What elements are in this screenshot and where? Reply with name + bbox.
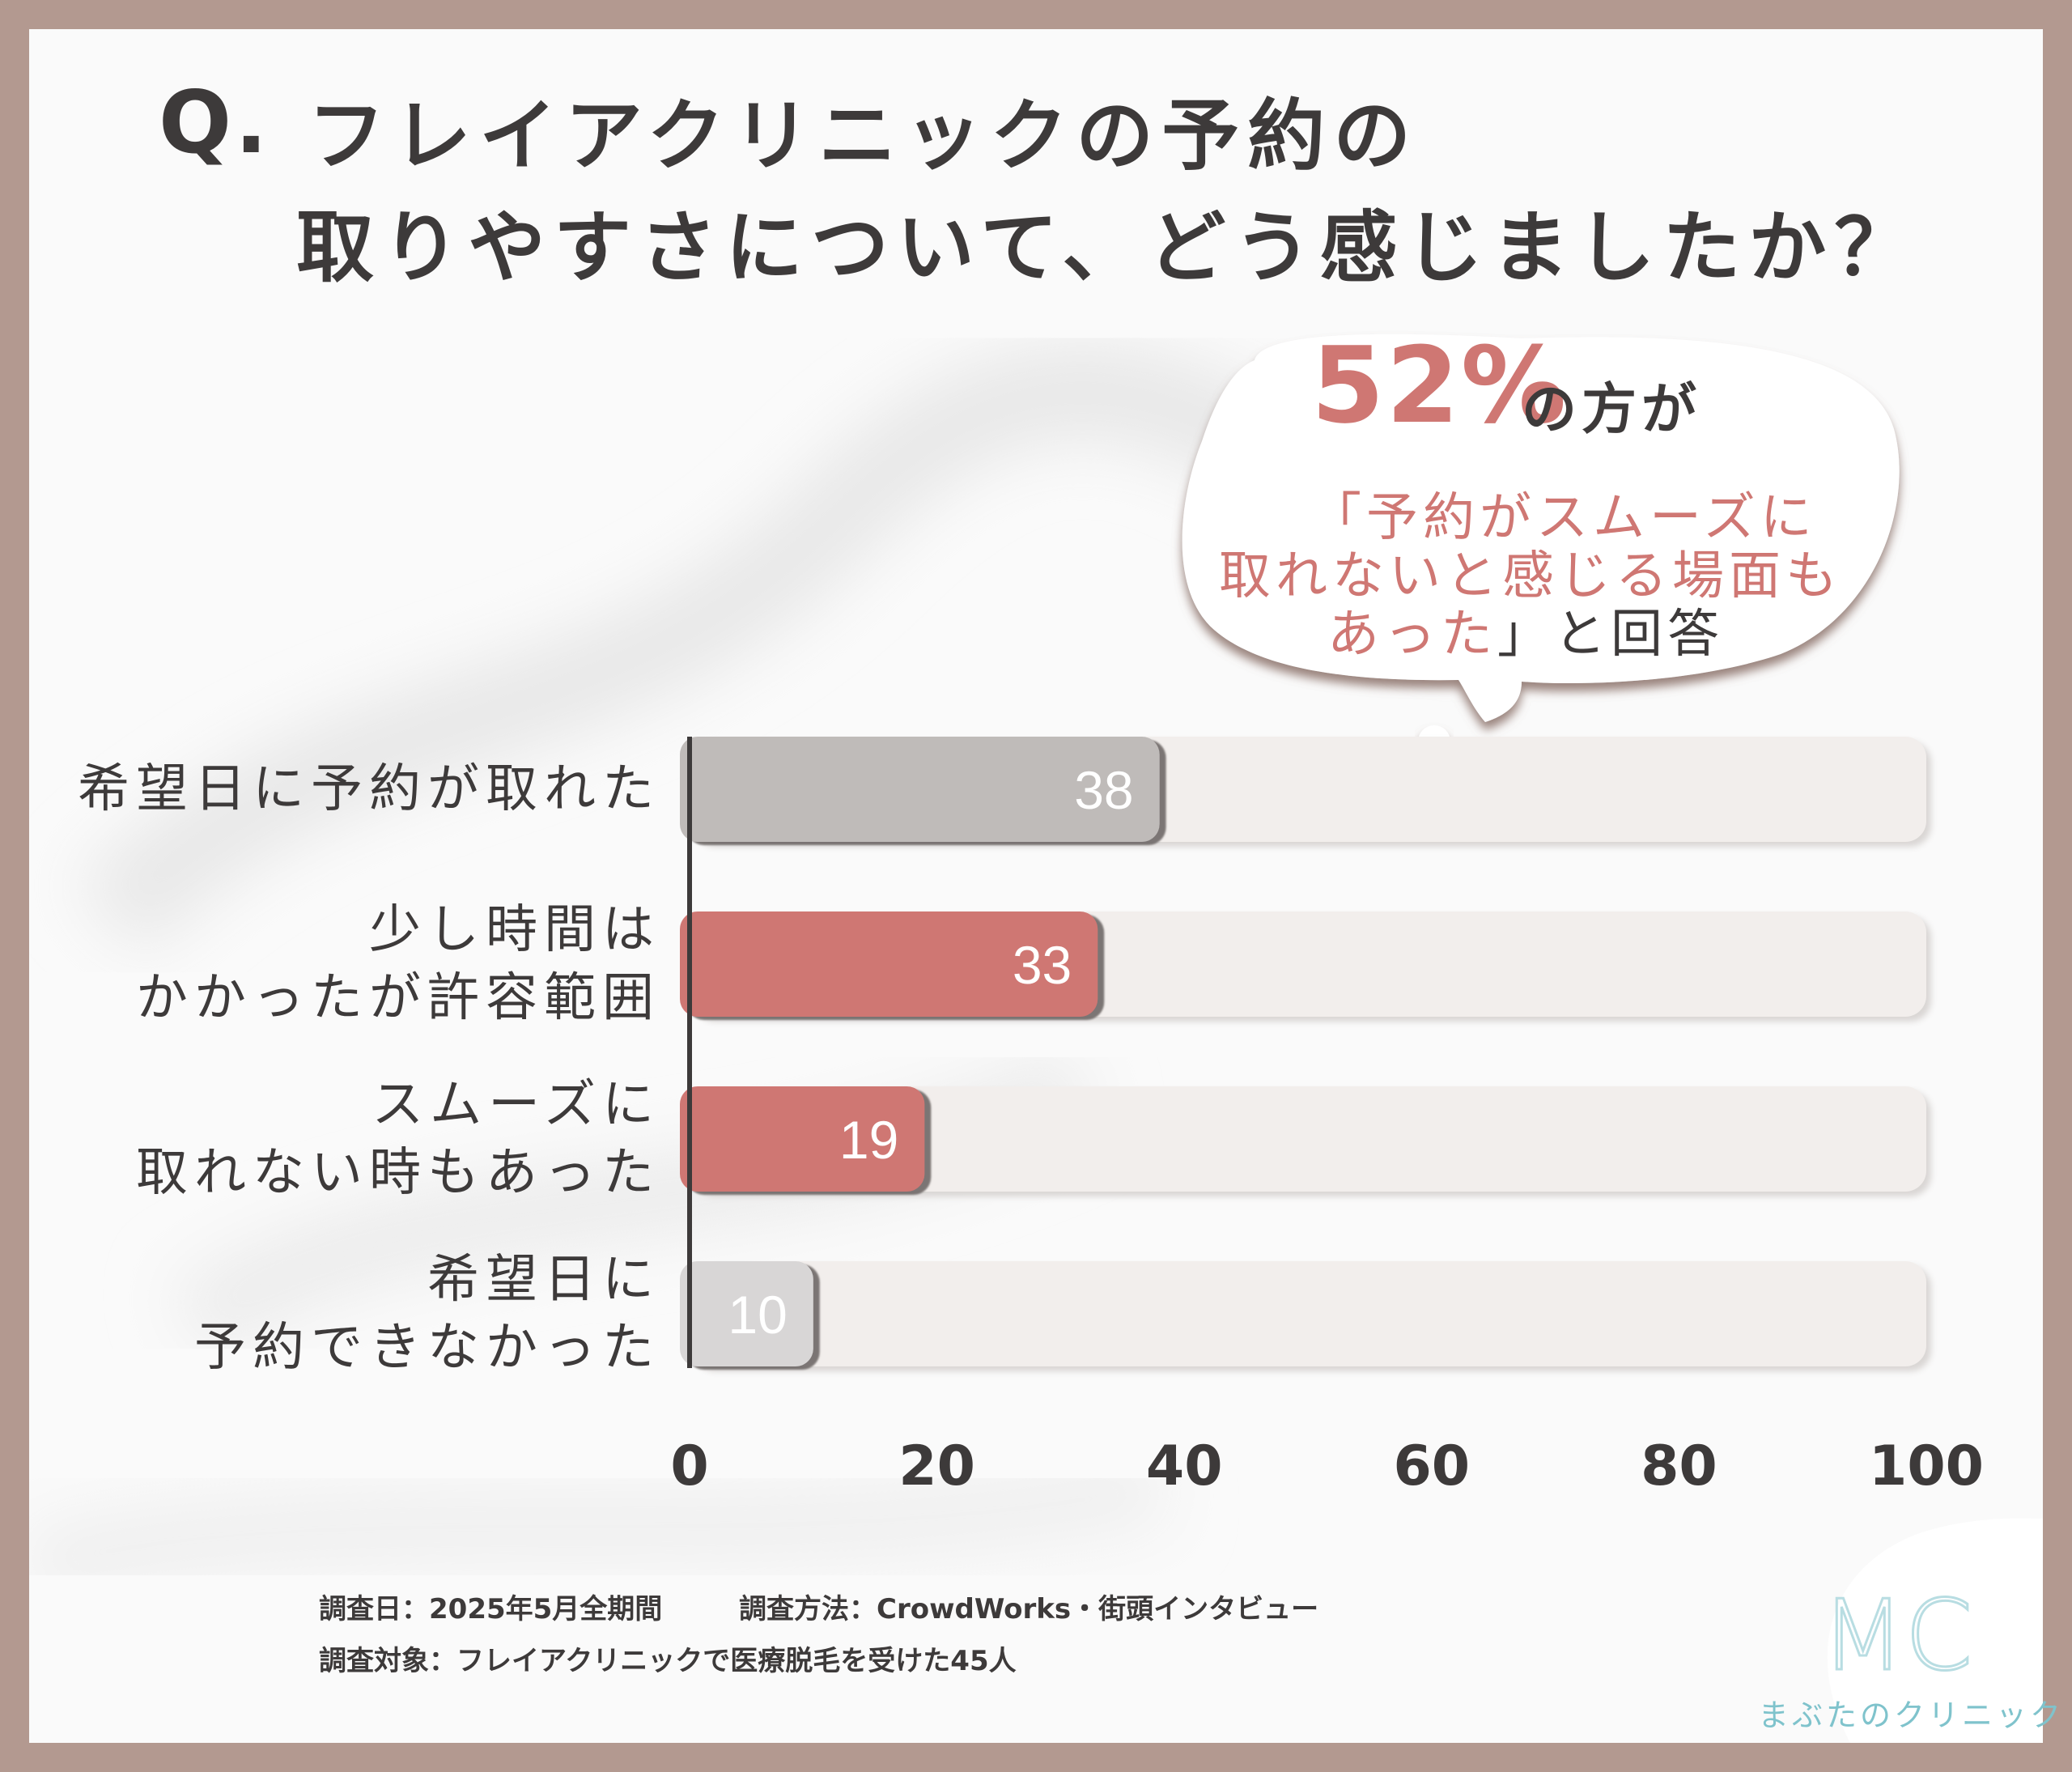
category-label: 少し時間はかかったが許容範囲 bbox=[136, 896, 660, 1032]
bar-track bbox=[690, 1261, 1926, 1366]
bar bbox=[680, 737, 1160, 842]
callout-line-2: 取れないと感じる場面も bbox=[1219, 546, 1842, 606]
callout-percent: 52% bbox=[1311, 324, 1569, 447]
category-label: 希望日に予約できなかった bbox=[194, 1246, 660, 1382]
question-marker: Q. bbox=[159, 73, 271, 172]
category-label-line: 取れない時もあった bbox=[136, 1143, 660, 1203]
category-label: 希望日に予約が取れた bbox=[78, 755, 660, 823]
x-tick-label: 100 bbox=[1869, 1434, 1984, 1498]
x-tick-label: 40 bbox=[1146, 1434, 1223, 1498]
category-label-line: 希望日に bbox=[427, 1250, 660, 1310]
callout-line-1: 「予約がスムーズに bbox=[1310, 488, 1817, 548]
survey-date: 調査日：2025年5月全期間 bbox=[319, 1593, 663, 1625]
card bbox=[29, 29, 2043, 1743]
callout-line-3: あった」と回答 bbox=[1327, 593, 1724, 667]
category-label-line: スムーズに bbox=[372, 1075, 660, 1135]
bar-value-label: 19 bbox=[839, 1110, 898, 1170]
callout-line-3-text: あった bbox=[1327, 605, 1497, 665]
callout-line-3-tail: 」と回答 bbox=[1497, 605, 1724, 665]
bar bbox=[680, 1261, 813, 1366]
x-tick-label: 60 bbox=[1393, 1434, 1470, 1498]
category-label-line: 少し時間は bbox=[369, 900, 660, 960]
category-label-line: 希望日に予約が取れた bbox=[78, 759, 660, 819]
x-tick-label: 20 bbox=[898, 1434, 975, 1498]
bar-value-label: 33 bbox=[1013, 935, 1072, 995]
bar-track bbox=[690, 1086, 1926, 1192]
survey-method: 調査方法：CrowdWorks・街頭インタビュー bbox=[739, 1593, 1319, 1625]
category-label-line: 予約できなかった bbox=[194, 1318, 660, 1378]
bar bbox=[680, 911, 1098, 1017]
logo-mark-text: MC bbox=[1821, 1580, 1972, 1685]
bar-value-label: 10 bbox=[728, 1285, 787, 1345]
x-tick-label: 0 bbox=[670, 1434, 708, 1498]
bars: 38 33 19 10 bbox=[680, 737, 1160, 1366]
x-axis-ticks: 0 20 40 60 80 100 bbox=[670, 1434, 1984, 1498]
bar-value-label: 38 bbox=[1074, 760, 1133, 820]
callout-suffix: の方が bbox=[1522, 378, 1702, 442]
bubble-shape bbox=[1182, 334, 1900, 722]
clinic-logo: MC bbox=[1820, 1580, 1974, 1685]
title-line-1: フレイアクリニックの予約の bbox=[308, 91, 1420, 181]
clinic-name: まぶたのクリニック bbox=[1758, 1698, 2065, 1733]
category-label-line: かかったが許容範囲 bbox=[136, 968, 660, 1028]
bar bbox=[680, 1086, 925, 1192]
category-label: スムーズに取れない時もあった bbox=[136, 1071, 660, 1207]
footer-line-1: 調査日：2025年5月全期間 調査方法：CrowdWorks・街頭インタビュー bbox=[319, 1587, 1318, 1626]
survey-target: 調査対象：フレイアクリニックで医療脱毛を受けた45人 bbox=[319, 1645, 1017, 1677]
title-line-2: 取りやすさについて、どう感じましたか？ bbox=[296, 202, 1921, 293]
x-tick-label: 80 bbox=[1641, 1434, 1717, 1498]
